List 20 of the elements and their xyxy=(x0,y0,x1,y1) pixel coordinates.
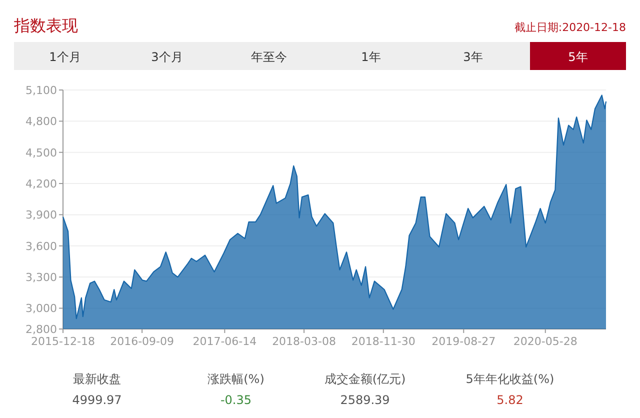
x-tick-label: 2016-09-09 xyxy=(110,335,174,348)
y-tick-label: 4,500 xyxy=(26,146,57,160)
y-tick-label: 5,100 xyxy=(26,84,57,97)
x-tick-label: 2015-12-18 xyxy=(31,335,95,348)
chart-title: 指数表现 xyxy=(13,16,78,35)
chart-subtitle: 截止日期:2020-12-18 xyxy=(514,21,626,34)
y-tick-label: 4,200 xyxy=(26,178,57,191)
stats: 最新收盘 4999.97 涨跌幅(%) -0.35 成交金额(亿元) 2589.39 5年年化收益(%) 5.82 xyxy=(72,372,554,407)
y-tick-label: 3,900 xyxy=(26,208,57,222)
y-tick-label: 4,800 xyxy=(26,115,57,128)
y-tick-label: 3,600 xyxy=(26,240,57,253)
x-tick-label: 2020-05-28 xyxy=(513,335,578,348)
x-tick-label: 2018-11-30 xyxy=(351,335,416,348)
x-tick-label: 2017-06-14 xyxy=(192,335,257,348)
x-tick-label: 2018-03-08 xyxy=(272,335,336,348)
tabs: 1个月 3个月 年至今 1年 3年 5年 xyxy=(14,42,626,70)
y-tick-label: 2,800 xyxy=(26,323,57,336)
y-tick-label: 3,300 xyxy=(26,271,57,284)
x-tick-label: 2019-08-27 xyxy=(432,335,496,348)
y-tick-label: 3,000 xyxy=(26,302,57,316)
